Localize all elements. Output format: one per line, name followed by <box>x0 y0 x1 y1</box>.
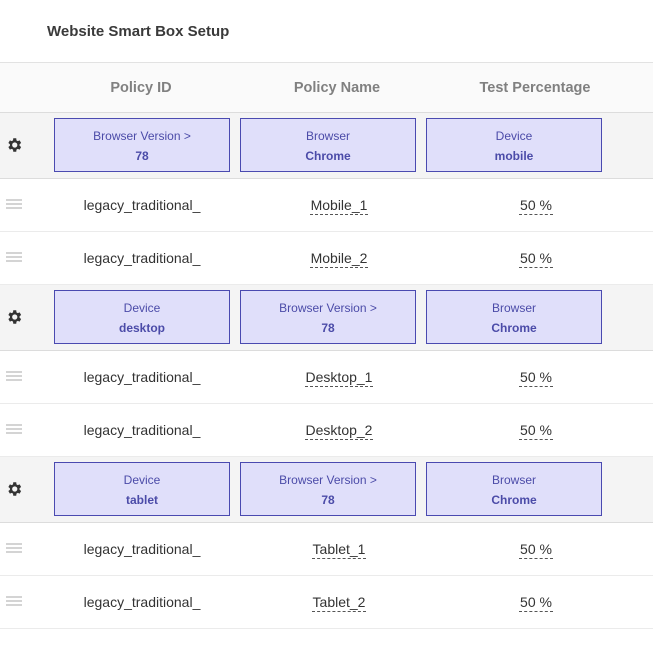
policy-id-cell: legacy_traditional_ <box>83 250 201 266</box>
policy-name-field[interactable]: Desktop_1 <box>304 369 374 387</box>
table-header: Policy ID Policy Name Test Percentage <box>0 62 653 113</box>
table-row: legacy_traditional_ Desktop_2 50 % <box>0 404 653 457</box>
page-header: Website Smart Box Setup <box>0 0 653 62</box>
column-header-policy-id[interactable]: Policy ID <box>110 80 172 96</box>
gear-icon[interactable] <box>5 480 23 498</box>
table-row: legacy_traditional_ Mobile_2 50 % <box>0 232 653 285</box>
condition-chip[interactable]: Browser Chrome <box>426 462 602 516</box>
percentage-field[interactable]: 50 % <box>519 594 553 612</box>
percentage-cell: 50 % <box>440 523 632 575</box>
column-header-policy-name[interactable]: Policy Name <box>293 80 381 96</box>
gear-icon[interactable] <box>5 308 23 326</box>
drag-handle-icon[interactable] <box>6 543 22 553</box>
condition-label: Device <box>123 473 161 487</box>
condition-label: Browser Version > <box>93 129 191 143</box>
drag-handle-icon[interactable] <box>6 252 22 262</box>
condition-label: Browser <box>305 129 350 143</box>
percentage-cell: 50 % <box>440 179 632 231</box>
condition-value: Chrome <box>491 493 537 507</box>
policy-name-cell: Desktop_2 <box>244 404 434 456</box>
condition-value: Chrome <box>305 149 351 163</box>
condition-label: Device <box>123 301 161 315</box>
condition-label: Browser <box>491 301 536 315</box>
condition-value: mobile <box>494 149 534 163</box>
policy-name-cell: Tablet_2 <box>244 576 434 628</box>
condition-value: 78 <box>321 321 335 335</box>
condition-chip[interactable]: Browser Chrome <box>426 290 602 344</box>
condition-label: Browser <box>491 473 536 487</box>
table-row: legacy_traditional_ Tablet_1 50 % <box>0 523 653 576</box>
policy-id-cell: legacy_traditional_ <box>83 369 201 385</box>
percentage-cell: 50 % <box>440 351 632 403</box>
table-row: legacy_traditional_ Mobile_1 50 % <box>0 179 653 232</box>
condition-chip[interactable]: Device desktop <box>54 290 230 344</box>
percentage-field[interactable]: 50 % <box>519 197 553 215</box>
condition-chip[interactable]: Device tablet <box>54 462 230 516</box>
column-header-test-percentage[interactable]: Test Percentage <box>479 80 591 96</box>
policy-name-field[interactable]: Tablet_1 <box>311 541 367 559</box>
policy-id-cell: legacy_traditional_ <box>83 594 201 610</box>
policy-id-cell: legacy_traditional_ <box>83 422 201 438</box>
policy-name-field[interactable]: Tablet_2 <box>311 594 367 612</box>
policy-name-field[interactable]: Desktop_2 <box>304 422 374 440</box>
percentage-field[interactable]: 50 % <box>519 369 553 387</box>
condition-group-row: Device tablet Browser Version > 78 Browser… <box>0 457 653 523</box>
drag-handle-icon[interactable] <box>6 199 22 209</box>
gear-icon[interactable] <box>5 136 23 154</box>
percentage-field[interactable]: 50 % <box>519 422 553 440</box>
condition-group-row: Device desktop Browser Version > 78 Browse… <box>0 285 653 351</box>
policy-name-field[interactable]: Mobile_1 <box>309 197 369 215</box>
condition-value: desktop <box>118 321 165 335</box>
policy-name-cell: Mobile_1 <box>244 179 434 231</box>
policy-table: Policy ID Policy Name Test Percentage Br… <box>0 62 653 629</box>
policy-name-cell: Mobile_2 <box>244 232 434 284</box>
percentage-field[interactable]: 50 % <box>519 250 553 268</box>
condition-label: Browser Version > <box>279 301 377 315</box>
condition-value: 78 <box>135 149 149 163</box>
policy-id-cell: legacy_traditional_ <box>83 197 201 213</box>
condition-label: Browser Version > <box>279 473 377 487</box>
condition-chip[interactable]: Browser Version > 78 <box>240 462 416 516</box>
condition-chip[interactable]: Device mobile <box>426 118 602 172</box>
condition-group-row: Browser Version > 78 Browser Chrome Device… <box>0 113 653 179</box>
condition-chip[interactable]: Browser Version > 78 <box>240 290 416 344</box>
page-title: Website Smart Box Setup <box>47 23 230 40</box>
percentage-field[interactable]: 50 % <box>519 541 553 559</box>
drag-handle-icon[interactable] <box>6 596 22 606</box>
condition-value: 78 <box>321 493 335 507</box>
percentage-cell: 50 % <box>440 404 632 456</box>
condition-label: Device <box>495 129 533 143</box>
policy-name-cell: Tablet_1 <box>244 523 434 575</box>
drag-handle-icon[interactable] <box>6 424 22 434</box>
condition-value: Chrome <box>491 321 537 335</box>
policy-id-cell: legacy_traditional_ <box>83 541 201 557</box>
condition-chip[interactable]: Browser Chrome <box>240 118 416 172</box>
drag-handle-icon[interactable] <box>6 371 22 381</box>
table-row: legacy_traditional_ Desktop_1 50 % <box>0 351 653 404</box>
table-row: legacy_traditional_ Tablet_2 50 % <box>0 576 653 629</box>
percentage-cell: 50 % <box>440 232 632 284</box>
policy-name-cell: Desktop_1 <box>244 351 434 403</box>
condition-chip[interactable]: Browser Version > 78 <box>54 118 230 172</box>
condition-value: tablet <box>125 493 158 507</box>
policy-name-field[interactable]: Mobile_2 <box>309 250 369 268</box>
percentage-cell: 50 % <box>440 576 632 628</box>
